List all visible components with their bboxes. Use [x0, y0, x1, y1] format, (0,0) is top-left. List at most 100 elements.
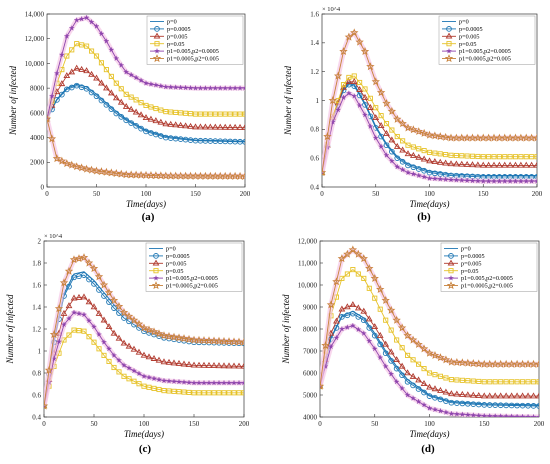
series-marker	[131, 367, 137, 374]
legend-marker	[153, 268, 159, 274]
series-marker	[235, 362, 243, 369]
series-marker	[415, 172, 422, 178]
series-marker	[186, 379, 192, 386]
series-marker	[153, 131, 159, 138]
series-marker	[121, 362, 127, 368]
legend-entry: p=0.05	[459, 41, 476, 48]
series-marker	[405, 142, 411, 148]
series-marker	[181, 379, 187, 385]
series-line	[44, 257, 244, 407]
series-marker	[382, 350, 389, 357]
series-marker	[78, 65, 86, 72]
series-marker	[157, 118, 165, 125]
series-marker	[179, 334, 189, 343]
series-marker	[123, 69, 130, 75]
series-marker	[454, 377, 460, 383]
series-marker	[93, 74, 100, 81]
series-marker	[491, 154, 497, 160]
series-marker	[458, 390, 466, 397]
series-marker	[453, 410, 460, 417]
y-tick-label: 12,000	[25, 35, 45, 43]
series-marker	[136, 370, 142, 377]
y-tick-label: 0.6	[310, 155, 319, 163]
series-marker	[481, 379, 487, 385]
series-marker	[79, 42, 85, 48]
series-marker	[381, 295, 390, 304]
series-marker	[525, 413, 531, 417]
series-marker	[362, 101, 368, 108]
y-tick-label: 4000	[303, 413, 318, 421]
series-marker	[151, 385, 157, 391]
series-marker	[388, 157, 395, 164]
series-marker	[182, 122, 189, 129]
series-marker	[421, 389, 427, 396]
series-marker	[508, 413, 515, 417]
series-marker	[86, 334, 92, 340]
series-marker	[206, 390, 212, 396]
series-marker	[367, 95, 373, 101]
series-marker	[443, 152, 449, 158]
series-marker	[56, 338, 62, 345]
series-marker	[66, 315, 72, 322]
series-marker	[221, 390, 227, 396]
series-marker	[176, 389, 182, 395]
series-marker	[158, 133, 164, 139]
legend-box	[440, 242, 538, 292]
series-marker	[464, 411, 471, 417]
series-marker	[100, 316, 108, 323]
series-marker	[459, 411, 466, 417]
series-marker	[170, 359, 178, 366]
series-marker	[362, 86, 368, 92]
series-marker	[512, 178, 519, 184]
series-marker	[104, 288, 114, 297]
series-marker	[153, 105, 159, 112]
series-marker	[393, 378, 400, 385]
series-marker	[144, 325, 154, 334]
y-tick-label: 1.6	[310, 10, 319, 18]
series-marker	[437, 175, 444, 182]
series-marker	[512, 161, 519, 168]
series-marker	[437, 373, 444, 379]
series-marker	[124, 311, 134, 320]
series-marker	[498, 379, 504, 385]
series-line	[44, 329, 244, 407]
x-tick-label: 200	[239, 420, 250, 428]
series-marker	[226, 390, 232, 396]
series-marker	[485, 178, 492, 184]
series-marker	[420, 155, 428, 162]
series-marker	[71, 309, 77, 315]
series-marker	[414, 339, 423, 348]
series-marker	[132, 108, 140, 115]
series-marker	[365, 264, 374, 273]
series-marker	[147, 115, 155, 122]
series-marker	[350, 78, 358, 85]
series-marker	[410, 151, 417, 158]
series-marker	[378, 143, 385, 150]
series-marker	[404, 391, 411, 398]
series-marker	[106, 299, 112, 305]
series-line	[47, 83, 245, 142]
legend-marker	[447, 259, 455, 266]
series-marker	[106, 345, 112, 352]
series-marker	[497, 413, 504, 417]
series-marker	[481, 402, 488, 408]
series-marker	[356, 85, 363, 92]
series-marker	[93, 93, 100, 100]
y-tick-label: 0.8	[310, 126, 319, 134]
legend-box	[438, 15, 536, 65]
series-marker	[351, 93, 358, 99]
series-marker	[492, 413, 499, 417]
series-marker	[44, 401, 49, 410]
series-marker	[383, 129, 390, 136]
series-marker	[382, 363, 389, 369]
series-marker	[362, 111, 368, 118]
series-marker	[453, 160, 460, 167]
series-marker	[508, 392, 515, 399]
series-marker	[52, 154, 62, 163]
series-marker	[202, 111, 208, 117]
series-marker	[54, 304, 64, 313]
legend-marker	[153, 275, 159, 281]
series-group	[320, 245, 539, 417]
series-marker	[62, 159, 71, 168]
series-marker	[210, 362, 218, 368]
